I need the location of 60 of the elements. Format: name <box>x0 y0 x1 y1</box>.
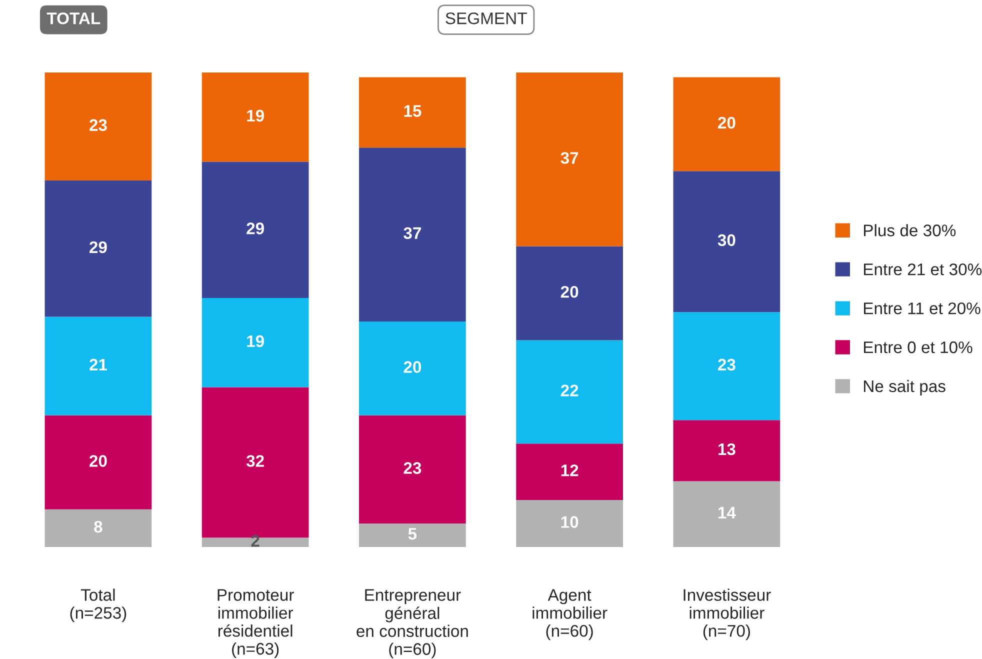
data-label: 22 <box>560 384 578 396</box>
data-label: 19 <box>247 110 264 122</box>
text: SEGMENT <box>446 12 527 24</box>
bar <box>44 72 152 181</box>
legend-label: Entre 21 et 30% <box>864 263 982 276</box>
data-label: 12 <box>561 464 578 476</box>
legend-label: Ne sait pas <box>864 380 946 396</box>
data-label: 30 <box>718 234 736 246</box>
data-label: 29 <box>246 222 264 234</box>
bar <box>516 246 623 340</box>
bar <box>516 340 623 444</box>
x-tick-label: Total (n=253) <box>70 588 126 622</box>
x-tick-label: Promoteur immobilier résidentiel (n=63) <box>218 589 294 658</box>
bar <box>44 415 152 510</box>
legend-label: Plus de 30% <box>864 224 956 236</box>
bar <box>44 509 152 547</box>
data-label: 5 <box>408 528 417 540</box>
data-label: 23 <box>404 462 422 474</box>
data-label: 32 <box>246 455 264 467</box>
data-label: 10 <box>561 516 578 528</box>
data-label: 21 <box>90 358 108 370</box>
bar <box>44 316 152 416</box>
bar <box>673 420 780 482</box>
bar <box>673 481 780 547</box>
data-label: 14 <box>718 506 736 518</box>
data-label: 15 <box>404 105 422 117</box>
bar <box>673 171 780 312</box>
bar <box>516 444 623 500</box>
bar <box>516 72 623 246</box>
bar <box>359 321 466 416</box>
bar <box>516 500 623 547</box>
data-label: 13 <box>718 443 736 456</box>
x-tick-label: Entrepreneur général en construction (n=60) <box>356 589 468 658</box>
bar <box>202 298 309 388</box>
bar <box>202 162 309 298</box>
data-label: 37 <box>404 227 421 240</box>
bar <box>359 148 466 322</box>
x-tick-label: Investisseur immobilier (n=70) <box>684 588 771 640</box>
data-label: 37 <box>560 152 578 164</box>
legend-label: Entre 0 et 10% <box>864 341 972 354</box>
data-label: 8 <box>94 520 102 533</box>
bar <box>673 77 780 172</box>
data-label: 29 <box>90 241 107 254</box>
data-label: 23 <box>90 119 107 132</box>
legend-label: Entre 11 et 20% <box>864 302 980 314</box>
bar <box>202 72 309 162</box>
data-label: 23 <box>718 358 736 371</box>
bar <box>359 415 466 524</box>
bar <box>359 77 466 148</box>
bar <box>359 523 466 547</box>
data-label: 19 <box>247 335 264 348</box>
data-label: 2 <box>251 534 260 547</box>
bar <box>44 180 152 317</box>
data-label: 20 <box>90 455 107 467</box>
data-label: 20 <box>404 361 422 373</box>
bar <box>673 312 780 420</box>
text: TOTAL <box>46 12 100 24</box>
data-label: 20 <box>718 116 736 129</box>
x-tick-label: Agent immobilier (n=60) <box>532 589 608 640</box>
data-label: 20 <box>560 286 578 298</box>
